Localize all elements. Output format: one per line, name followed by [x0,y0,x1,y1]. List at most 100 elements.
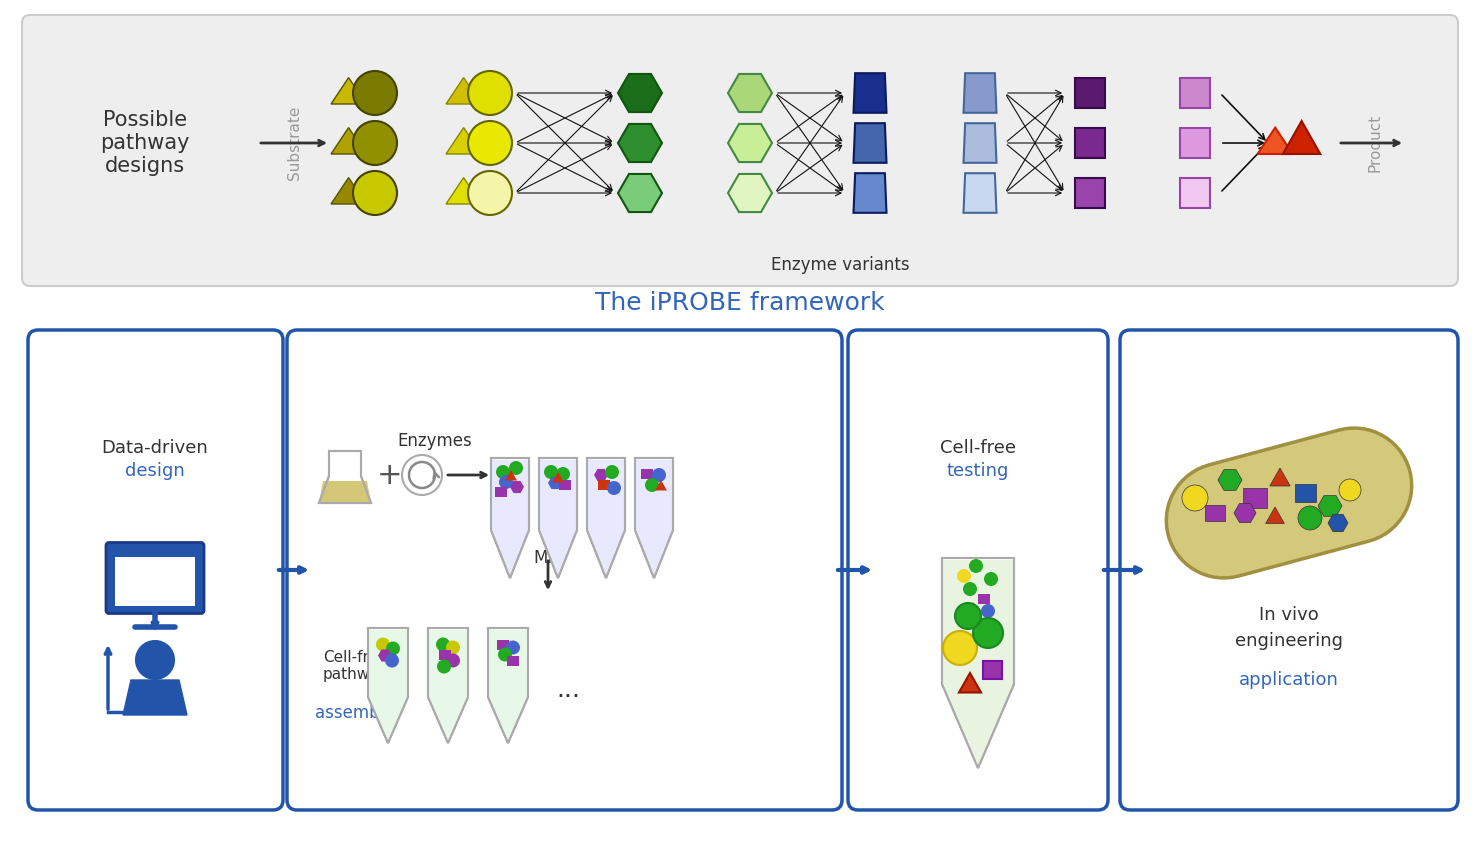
Circle shape [496,465,511,479]
Polygon shape [332,78,366,104]
Text: In vivo
engineering: In vivo engineering [1234,605,1342,650]
Circle shape [955,603,981,629]
Text: Mix: Mix [534,549,562,567]
Polygon shape [728,124,773,162]
Text: Data-driven: Data-driven [102,439,209,457]
Polygon shape [491,460,528,576]
Text: ...: ... [556,678,580,702]
Polygon shape [320,481,371,503]
Polygon shape [428,628,468,743]
Text: Substrate: Substrate [287,106,302,180]
Polygon shape [619,124,662,162]
Text: Product: Product [1368,114,1382,172]
Polygon shape [445,177,481,204]
Polygon shape [552,472,564,483]
FancyBboxPatch shape [1120,330,1458,810]
Circle shape [1298,506,1322,530]
Polygon shape [854,173,887,213]
Polygon shape [854,73,887,113]
Bar [1180,78,1211,109]
Circle shape [497,648,512,661]
Circle shape [1339,479,1362,501]
Polygon shape [488,630,527,741]
Polygon shape [1265,507,1285,523]
Polygon shape [1258,127,1294,154]
Polygon shape [1328,515,1348,532]
Circle shape [509,461,522,475]
Text: design: design [126,462,185,480]
Text: Enzymes: Enzymes [398,432,472,450]
Circle shape [545,465,558,479]
Bar [641,469,653,479]
Bar [1180,177,1211,209]
Bar [978,594,990,604]
Polygon shape [540,460,576,576]
Circle shape [969,559,983,573]
FancyBboxPatch shape [22,15,1458,286]
FancyBboxPatch shape [28,330,283,810]
Circle shape [499,475,514,489]
Polygon shape [966,602,978,612]
Bar [598,480,610,490]
Polygon shape [941,558,1014,768]
Polygon shape [539,458,577,578]
Circle shape [984,572,998,586]
Polygon shape [635,458,673,578]
Circle shape [386,641,400,656]
Polygon shape [320,451,371,503]
Circle shape [605,465,619,479]
Bar [1180,127,1211,159]
Bar [1074,177,1106,209]
Polygon shape [963,123,996,163]
Circle shape [972,618,1003,648]
Bar [1074,78,1106,109]
Circle shape [645,478,659,492]
Polygon shape [445,78,481,104]
Polygon shape [636,460,672,576]
Bar [1295,484,1316,502]
Polygon shape [593,469,608,481]
Circle shape [354,71,397,115]
Text: +: + [377,460,403,489]
Polygon shape [728,74,773,112]
Polygon shape [1218,470,1242,490]
Bar [983,661,1002,679]
Text: Cell-free: Cell-free [940,439,1015,457]
Bar [115,556,195,605]
Polygon shape [963,173,996,213]
Polygon shape [511,481,524,493]
Polygon shape [1319,495,1342,516]
Circle shape [653,468,666,482]
Polygon shape [1283,121,1320,154]
Circle shape [437,638,450,651]
Text: Enzyme variants: Enzyme variants [771,256,909,274]
Circle shape [437,660,451,673]
Polygon shape [369,628,408,743]
Circle shape [354,121,397,165]
Circle shape [445,654,460,667]
Circle shape [385,654,400,667]
Polygon shape [656,480,667,490]
Circle shape [963,582,977,596]
Text: The iPROBE framework: The iPROBE framework [595,291,885,315]
Circle shape [403,455,443,495]
Circle shape [136,641,175,679]
Bar [1205,505,1225,522]
Polygon shape [854,123,887,163]
Polygon shape [619,174,662,212]
Circle shape [958,569,971,583]
Circle shape [468,71,512,115]
Polygon shape [588,458,625,578]
Polygon shape [1166,428,1412,577]
Circle shape [468,171,512,215]
Circle shape [445,640,460,655]
Circle shape [376,638,391,651]
Polygon shape [332,127,366,154]
Circle shape [468,121,512,165]
Circle shape [981,604,995,618]
Polygon shape [429,630,468,741]
Bar [559,480,571,490]
Text: assembly: assembly [315,704,395,722]
Bar [1243,488,1267,509]
FancyBboxPatch shape [287,330,842,810]
